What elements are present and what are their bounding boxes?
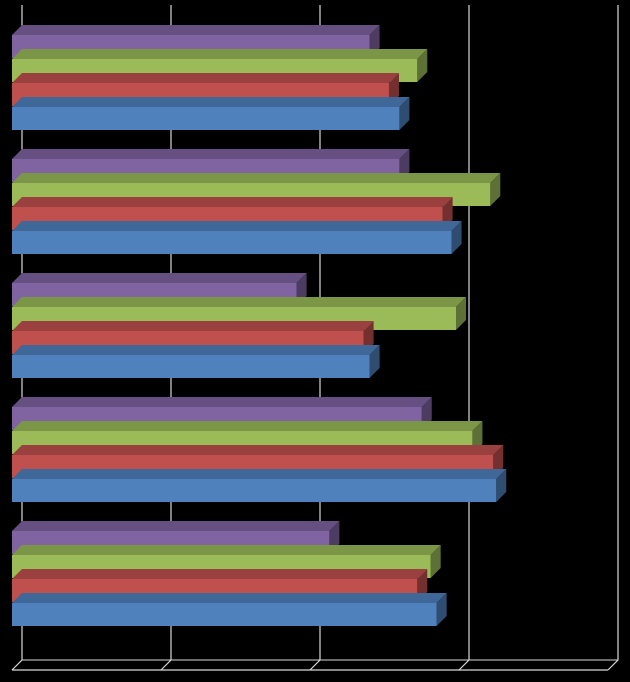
- bar-top: [12, 149, 410, 159]
- bar-top: [12, 273, 307, 283]
- bar-side: [496, 469, 507, 502]
- bar-top: [12, 221, 462, 231]
- bar-side: [436, 593, 447, 626]
- bar-top: [12, 521, 340, 531]
- bar-top: [12, 197, 453, 207]
- bar-top: [12, 97, 410, 107]
- bar-side: [369, 345, 380, 378]
- bar: [12, 231, 452, 254]
- bar-top: [12, 569, 428, 579]
- bar-side: [456, 297, 467, 330]
- bar-top: [12, 297, 467, 307]
- bar-side: [451, 221, 462, 254]
- bar: [12, 355, 370, 378]
- bar-top: [12, 173, 501, 183]
- bar-top: [12, 321, 374, 331]
- bar-top: [12, 545, 441, 555]
- bar-side: [399, 97, 410, 130]
- bar-top: [12, 25, 380, 35]
- bar-top: [12, 469, 507, 479]
- bar-top: [12, 593, 447, 603]
- bar-top: [12, 49, 428, 59]
- bar-top: [12, 73, 399, 83]
- bar: [12, 603, 437, 626]
- bar-top: [12, 397, 432, 407]
- bar: [12, 107, 400, 130]
- bar-side: [490, 173, 501, 206]
- bar: [12, 479, 497, 502]
- bar-top: [12, 421, 483, 431]
- bar-top: [12, 345, 380, 355]
- bar-top: [12, 445, 504, 455]
- bar-side: [430, 545, 441, 578]
- bar-side: [417, 49, 428, 82]
